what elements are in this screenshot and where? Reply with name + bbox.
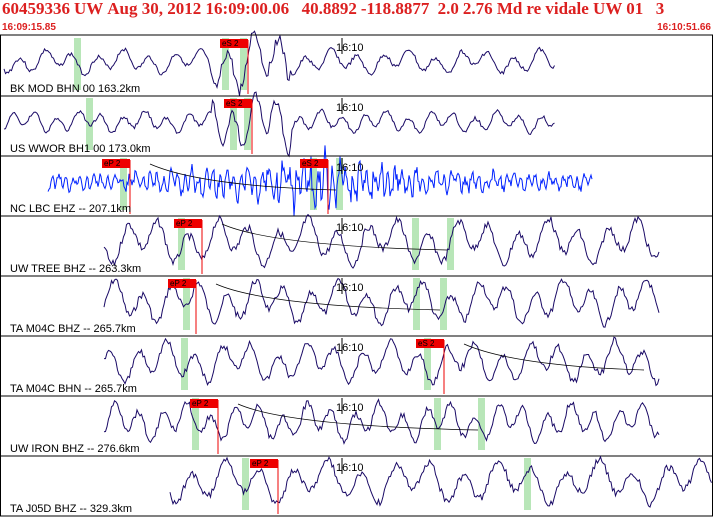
- processing-window: [336, 158, 343, 210]
- processing-window: [424, 338, 431, 390]
- trace-label: UW IRON BHZ -- 276.6km: [10, 443, 140, 455]
- travel-time-curve: [215, 283, 441, 311]
- trace-label: US WWOR BH1 00 173.0km: [10, 143, 151, 155]
- pick-label: eP 2: [104, 159, 121, 168]
- event-latitude: 40.8892: [301, 0, 357, 18]
- processing-window: [478, 398, 485, 450]
- pick-label: eP 2: [252, 459, 269, 468]
- minute-tick-label: 16:10: [336, 462, 364, 474]
- travel-time-curve: [237, 403, 479, 431]
- processing-window: [244, 98, 251, 150]
- pick-flag[interactable]: [174, 219, 202, 228]
- minute-tick-label: 16:10: [336, 102, 364, 114]
- pick-flag[interactable]: [102, 159, 130, 168]
- pick-label: eP 2: [170, 279, 187, 288]
- processing-window: [310, 158, 317, 210]
- trace-panel: eS 2 16:10 US WWOR BH1 00 173.0km: [1, 91, 712, 158]
- minute-tick-label: 16:10: [336, 222, 364, 234]
- trace-panel: eP 2 eS 2 16:10 NC LBC EHZ -- 207.1km: [1, 145, 712, 217]
- pick-label: eP 2: [176, 219, 193, 228]
- waveform-trace: [3, 91, 555, 158]
- pick-label: eS 2: [222, 39, 239, 48]
- window-start-time: 16:09:15.85: [2, 22, 56, 33]
- processing-window: [447, 218, 454, 270]
- pick-label: eS 2: [302, 159, 319, 168]
- event-author: re vidale UW 01: [526, 0, 644, 18]
- pick-flag[interactable]: [168, 279, 196, 288]
- trace-panel: eP 2 16:10 UW TREE BHZ -- 263.3km: [1, 213, 712, 277]
- minute-tick-label: 16:10: [336, 42, 364, 54]
- event-longitude: -118.8877: [360, 0, 430, 18]
- event-depth: 2.0: [437, 0, 459, 18]
- waveform-trace: [169, 455, 712, 508]
- processing-window: [413, 278, 420, 330]
- trace-panel: eP 2 16:10 UW IRON BHZ -- 276.6km: [1, 398, 712, 457]
- trace-label: TA J05D BHZ -- 329.3km: [10, 503, 132, 515]
- processing-window: [242, 458, 249, 510]
- waveform-trace: [103, 213, 660, 269]
- event-origin-time: Aug 30, 2012 16:09:00.06: [107, 0, 290, 18]
- trace-label: UW TREE BHZ -- 263.3km: [10, 263, 141, 275]
- processing-window: [524, 458, 531, 510]
- trace-label: TA M04C BHZ -- 265.7km: [10, 323, 136, 335]
- waveform-trace: [104, 336, 660, 387]
- pick-label: eP 2: [192, 399, 209, 408]
- pick-flag[interactable]: [300, 159, 328, 168]
- processing-window: [181, 338, 188, 390]
- pick-label: eS 2: [226, 99, 243, 108]
- pick-flag[interactable]: [250, 459, 278, 468]
- travel-time-curve: [463, 343, 645, 371]
- pick-flag[interactable]: [224, 99, 252, 108]
- processing-window: [434, 398, 441, 450]
- processing-window: [412, 218, 419, 270]
- waveform-trace: [3, 30, 555, 96]
- pick-flag[interactable]: [220, 39, 248, 48]
- processing-window: [240, 38, 247, 90]
- waveform-trace: [103, 398, 660, 445]
- processing-window: [222, 38, 229, 90]
- processing-window: [86, 98, 93, 150]
- processing-window: [230, 98, 237, 150]
- event-summary-header: 60459336 UW Aug 30, 2012 16:09:00.06 40.88…: [2, 0, 668, 21]
- trace-label: TA M04C BHN -- 265.7km: [10, 383, 137, 395]
- trace-panel: eP 2 16:10 TA M04C BHZ -- 265.7km: [1, 277, 712, 337]
- travel-time-curve: [221, 223, 448, 251]
- processing-window: [178, 218, 185, 270]
- event-network: UW: [74, 0, 104, 18]
- waveform-trace: [47, 145, 593, 216]
- trace-label: BK MOD BHN 00 163.2km: [10, 83, 140, 95]
- pick-flag[interactable]: [190, 399, 218, 408]
- minute-tick-label: 16:10: [336, 162, 364, 174]
- event-id: 60459336: [2, 0, 70, 18]
- processing-window: [440, 278, 447, 330]
- event-version: 3: [655, 0, 665, 18]
- minute-tick-label: 16:10: [336, 342, 364, 354]
- trace-panel: eS 2 16:10 BK MOD BHN 00 163.2km: [1, 30, 712, 97]
- minute-tick-label: 16:10: [336, 402, 364, 414]
- trace-panel: eS 2 16:10 TA M04C BHN -- 265.7km: [1, 336, 712, 397]
- trace-label: NC LBC EHZ -- 207.1km: [10, 203, 131, 215]
- pick-flag[interactable]: [416, 339, 444, 348]
- trace-panel: eP 2 16:10 TA J05D BHZ -- 329.3km: [1, 455, 712, 517]
- pick-label: eS 2: [418, 339, 435, 348]
- travel-time-curve: [149, 163, 337, 191]
- minute-tick-label: 16:10: [336, 282, 364, 294]
- window-end-time: 16:10:51.66: [657, 22, 711, 33]
- event-magnitude: 2.76 Md: [462, 0, 523, 18]
